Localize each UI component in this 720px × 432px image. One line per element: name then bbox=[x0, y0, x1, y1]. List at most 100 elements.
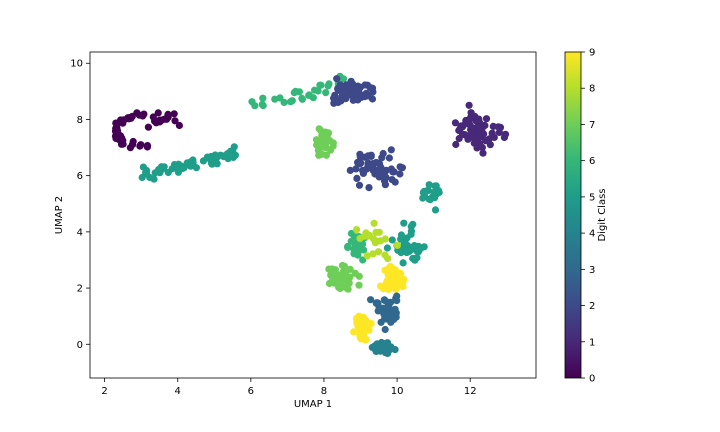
data-point-class-1 bbox=[488, 129, 496, 137]
data-point-class-2 bbox=[379, 149, 387, 158]
data-point-class-2 bbox=[385, 154, 393, 162]
y-axis: 0 2 4 6 8 10 bbox=[70, 59, 90, 351]
data-point-class-9 bbox=[397, 269, 405, 278]
data-point-class-5 bbox=[426, 196, 434, 204]
colorbar-ticks: 0 1 2 3 4 5 6 7 8 9 bbox=[581, 48, 595, 385]
data-point-class-6 bbox=[271, 95, 279, 103]
data-point-class-2 bbox=[381, 181, 389, 189]
data-point-class-2 bbox=[367, 151, 375, 159]
data-point-class-2 bbox=[391, 178, 399, 186]
data-point-class-5 bbox=[397, 231, 405, 239]
data-point-class-9 bbox=[384, 271, 392, 279]
data-point-class-7 bbox=[318, 150, 326, 158]
data-point-class-3 bbox=[367, 296, 375, 304]
data-point-class-8 bbox=[381, 235, 389, 243]
data-point-class-2 bbox=[333, 75, 341, 83]
data-point-class-7 bbox=[324, 131, 332, 139]
x-axis-label: UMAP 1 bbox=[294, 399, 332, 410]
data-point-class-0 bbox=[175, 121, 183, 130]
data-point-class-7 bbox=[355, 272, 363, 280]
data-point-class-2 bbox=[354, 96, 362, 104]
data-point-class-6 bbox=[324, 82, 332, 90]
data-point-class-9 bbox=[353, 318, 361, 326]
data-point-class-9 bbox=[364, 323, 372, 331]
data-point-class-2 bbox=[357, 159, 365, 167]
data-point-class-0 bbox=[120, 116, 128, 124]
y-axis-label: UMAP 2 bbox=[54, 196, 65, 234]
data-point-class-5 bbox=[430, 188, 438, 196]
data-point-class-3 bbox=[393, 297, 401, 305]
data-point-class-2 bbox=[372, 158, 380, 167]
data-point-class-0 bbox=[137, 141, 145, 149]
data-point-class-7 bbox=[327, 271, 335, 279]
data-point-class-5 bbox=[431, 206, 440, 214]
data-point-class-6 bbox=[280, 98, 288, 106]
data-point-class-0 bbox=[111, 132, 120, 140]
data-point-class-6 bbox=[309, 94, 317, 102]
data-point-class-1 bbox=[486, 141, 494, 149]
data-point-class-0 bbox=[128, 112, 136, 120]
data-point-class-1 bbox=[496, 123, 505, 131]
data-point-class-1 bbox=[451, 119, 459, 127]
data-point-class-3 bbox=[383, 315, 391, 323]
data-point-class-7 bbox=[319, 136, 327, 144]
data-point-class-3 bbox=[381, 325, 389, 334]
data-point-class-1 bbox=[455, 126, 463, 135]
data-point-class-1 bbox=[482, 115, 491, 123]
data-point-class-5 bbox=[431, 182, 439, 190]
data-point-class-6 bbox=[298, 94, 306, 102]
data-point-class-5 bbox=[187, 162, 195, 170]
data-point-class-2 bbox=[371, 166, 379, 174]
data-point-class-8 bbox=[381, 251, 389, 259]
x-tick-label: 8 bbox=[321, 386, 327, 397]
data-point-class-8 bbox=[363, 252, 371, 260]
data-point-class-5 bbox=[158, 163, 166, 171]
data-point-class-8 bbox=[369, 250, 377, 258]
y-tick-label: 4 bbox=[77, 227, 83, 238]
data-point-class-7 bbox=[340, 262, 348, 270]
colorbar-tick-label: 9 bbox=[589, 48, 595, 59]
x-tick-label: 6 bbox=[248, 386, 254, 397]
data-point-class-0 bbox=[119, 136, 127, 145]
colorbar: 0 1 2 3 4 5 6 7 8 9 Digit Class bbox=[564, 48, 608, 385]
data-point-class-6 bbox=[292, 87, 300, 95]
data-point-class-7 bbox=[341, 269, 349, 277]
data-point-class-0 bbox=[151, 117, 159, 125]
data-point-class-2 bbox=[353, 174, 361, 182]
data-point-class-1 bbox=[465, 101, 473, 109]
colorbar-tick-label: 4 bbox=[589, 229, 595, 240]
data-point-class-2 bbox=[361, 153, 369, 161]
colorbar-label: Digit Class bbox=[597, 188, 608, 241]
data-point-class-5 bbox=[400, 219, 408, 227]
data-point-class-0 bbox=[128, 140, 137, 148]
colorbar-tick-label: 5 bbox=[589, 192, 595, 203]
data-point-class-6 bbox=[359, 256, 367, 264]
data-point-class-5 bbox=[399, 259, 407, 267]
data-point-class-8 bbox=[356, 234, 364, 242]
data-point-class-0 bbox=[144, 123, 152, 131]
data-point-class-7 bbox=[316, 143, 324, 151]
data-point-class-3 bbox=[378, 306, 386, 314]
data-point-class-0 bbox=[170, 110, 178, 118]
data-point-class-3 bbox=[391, 305, 399, 313]
y-tick-label: 2 bbox=[77, 284, 83, 295]
data-point-class-2 bbox=[355, 181, 364, 189]
data-point-class-2 bbox=[352, 165, 360, 173]
data-point-class-0 bbox=[143, 143, 151, 151]
data-point-class-5 bbox=[213, 154, 221, 162]
data-point-class-5 bbox=[213, 160, 221, 168]
data-point-class-9 bbox=[360, 331, 368, 339]
data-point-class-2 bbox=[359, 166, 367, 175]
data-point-class-2 bbox=[390, 168, 398, 176]
data-point-class-6 bbox=[351, 247, 360, 255]
data-point-class-7 bbox=[328, 265, 336, 274]
data-point-class-2 bbox=[352, 87, 360, 95]
x-tick-label: 4 bbox=[175, 386, 181, 397]
data-point-class-5 bbox=[420, 187, 428, 195]
colorbar-tick-label: 2 bbox=[589, 301, 595, 312]
colorbar-tick-label: 3 bbox=[589, 265, 595, 276]
data-point-class-6 bbox=[352, 239, 360, 248]
data-point-class-5 bbox=[179, 164, 187, 172]
data-point-class-5 bbox=[425, 181, 433, 189]
